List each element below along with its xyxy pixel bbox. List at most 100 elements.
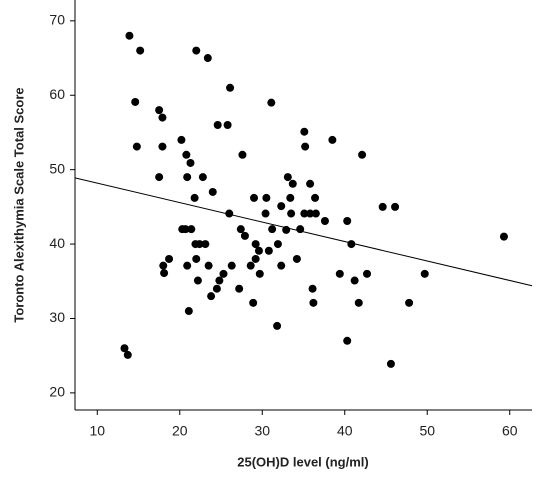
point	[320, 216, 329, 225]
point	[300, 209, 309, 218]
point	[350, 276, 359, 285]
point	[254, 246, 263, 255]
point	[192, 254, 201, 263]
point	[193, 276, 202, 285]
point	[282, 225, 291, 234]
point	[155, 173, 164, 182]
point	[386, 359, 395, 368]
y-tick-label: 40	[49, 235, 65, 251]
point	[212, 284, 221, 293]
y-axis-title: Toronto Alexithymia Scale Total Score	[11, 87, 26, 322]
point	[186, 158, 195, 167]
point	[123, 350, 132, 359]
point	[309, 298, 318, 307]
point	[120, 344, 129, 353]
x-tick-label: 60	[502, 423, 518, 439]
point	[207, 292, 216, 301]
point	[273, 240, 282, 249]
point	[249, 298, 258, 307]
point	[201, 240, 210, 249]
point	[181, 225, 190, 234]
point	[328, 135, 337, 144]
point	[358, 150, 367, 159]
point	[268, 225, 277, 234]
point	[283, 173, 292, 182]
point	[203, 54, 212, 63]
point	[158, 142, 167, 151]
point	[223, 121, 232, 130]
point	[125, 31, 134, 40]
point	[267, 98, 276, 107]
point	[301, 142, 310, 151]
point	[311, 209, 320, 218]
y-tick-label: 20	[49, 384, 65, 400]
point	[499, 232, 508, 241]
point	[195, 240, 204, 249]
point	[306, 179, 315, 188]
y-tick-label: 70	[49, 12, 65, 28]
point	[136, 46, 145, 55]
point	[251, 240, 260, 249]
fit-line	[74, 177, 533, 287]
point	[287, 209, 296, 218]
y-tick-label: 30	[49, 309, 65, 325]
x-axis-title: 25(OH)D level (ng/ml)	[237, 454, 368, 469]
point	[261, 209, 270, 218]
point	[273, 321, 282, 330]
point	[262, 193, 271, 202]
point	[292, 254, 301, 263]
point	[219, 269, 228, 278]
point	[198, 173, 207, 182]
point	[277, 261, 286, 270]
point	[264, 246, 273, 255]
point	[204, 261, 213, 270]
x-tick-label: 40	[337, 423, 353, 439]
point	[192, 46, 201, 55]
point	[251, 254, 260, 263]
point	[155, 106, 164, 115]
point	[296, 225, 305, 234]
point	[183, 173, 192, 182]
point	[225, 209, 234, 218]
x-tick-label: 30	[254, 423, 270, 439]
point	[184, 307, 193, 316]
point	[250, 193, 259, 202]
point	[165, 254, 174, 263]
point	[240, 231, 249, 240]
point	[311, 193, 320, 202]
x-tick-label: 20	[172, 423, 188, 439]
point	[378, 202, 387, 211]
point	[187, 225, 196, 234]
point	[335, 269, 344, 278]
point	[300, 127, 309, 136]
point	[213, 121, 222, 130]
point	[235, 284, 244, 293]
point	[159, 261, 168, 270]
point	[308, 284, 317, 293]
point	[363, 269, 372, 278]
point	[246, 261, 255, 270]
point	[255, 269, 264, 278]
point	[238, 150, 247, 159]
point	[391, 202, 400, 211]
point	[226, 83, 235, 92]
point	[306, 209, 315, 218]
point	[286, 193, 295, 202]
point	[227, 261, 236, 270]
point	[177, 135, 186, 144]
point	[347, 240, 356, 249]
point	[236, 225, 245, 234]
point	[131, 97, 140, 106]
point	[190, 193, 199, 202]
y-tick-label: 50	[49, 160, 65, 176]
point	[354, 298, 363, 307]
point	[277, 202, 286, 211]
point	[343, 336, 352, 345]
point	[215, 276, 224, 285]
point	[132, 142, 141, 151]
x-tick-label: 50	[419, 423, 435, 439]
point	[183, 261, 192, 270]
x-tick-label: 10	[89, 423, 105, 439]
point	[288, 179, 297, 188]
